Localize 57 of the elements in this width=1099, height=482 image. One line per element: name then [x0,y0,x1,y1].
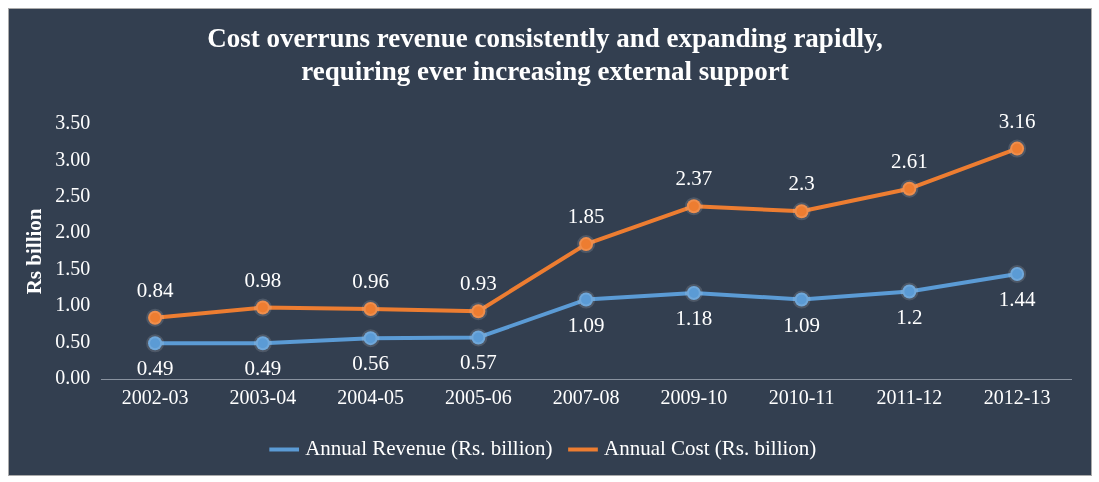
data-label: 0.56 [352,351,389,376]
point [792,290,811,309]
x-tick-label: 2010-11 [768,386,835,409]
data-label: 1.85 [567,204,605,229]
data-label: 1.18 [675,305,713,330]
point [469,302,488,321]
data-label: 0.84 [136,277,174,302]
data-label: 0.49 [136,356,174,381]
y-tick-label: 3.50 [55,111,91,134]
x-tick-label: 2007-08 [552,386,620,409]
y-tick-label: 2.00 [55,220,91,243]
data-label: 0.93 [459,271,497,296]
legend-label: Annual Revenue (Rs. billion) [305,436,553,461]
point [253,334,272,353]
point [146,308,165,327]
x-tick-label: 2003-04 [229,386,297,409]
data-label: 1.2 [896,304,923,329]
point [684,283,703,302]
y-axis-title: Rs billion [22,208,47,295]
data-label: 3.16 [998,108,1036,133]
legend-label: Annual Cost (Rs. billion) [603,436,817,461]
y-tick-label: 3.00 [55,147,91,170]
data-label: 0.49 [244,356,282,381]
data-label: 0.98 [244,267,282,292]
data-label: 2.61 [890,148,928,173]
point [900,282,919,301]
y-tick-label: 0.00 [55,366,91,389]
x-tick-label: 2002-03 [121,386,189,409]
point [577,290,596,309]
data-label: 0.57 [459,350,497,375]
point [146,334,165,353]
point [469,328,488,347]
point [361,329,380,348]
x-tick-label: 2005-06 [445,386,512,409]
point [1008,265,1027,283]
data-label: 2.37 [675,166,713,191]
x-tick-label: 2004-05 [337,386,404,409]
y-tick-label: 0.50 [55,329,91,352]
point [900,179,919,198]
point [577,235,596,254]
point [361,300,380,318]
data-label: 1.09 [567,312,605,337]
x-tick-label: 2009-10 [660,386,728,409]
data-label: 1.09 [783,312,820,337]
y-tick-label: 1.00 [55,293,91,316]
point [1008,139,1027,158]
chart-title: Cost overruns revenue consistently and expanding rapidly, requiring ever increasing external support [207,23,883,86]
point [684,197,703,216]
x-tick-label: 2011-12 [876,386,943,409]
data-label: 0.96 [352,269,389,294]
point [792,202,811,221]
y-tick-label: 2.50 [55,183,91,206]
data-label: 1.44 [998,287,1036,312]
x-tick-label: 2012-13 [983,386,1051,409]
data-label: 2.3 [788,171,815,196]
y-tick-label: 1.50 [55,256,91,279]
point [253,298,272,317]
